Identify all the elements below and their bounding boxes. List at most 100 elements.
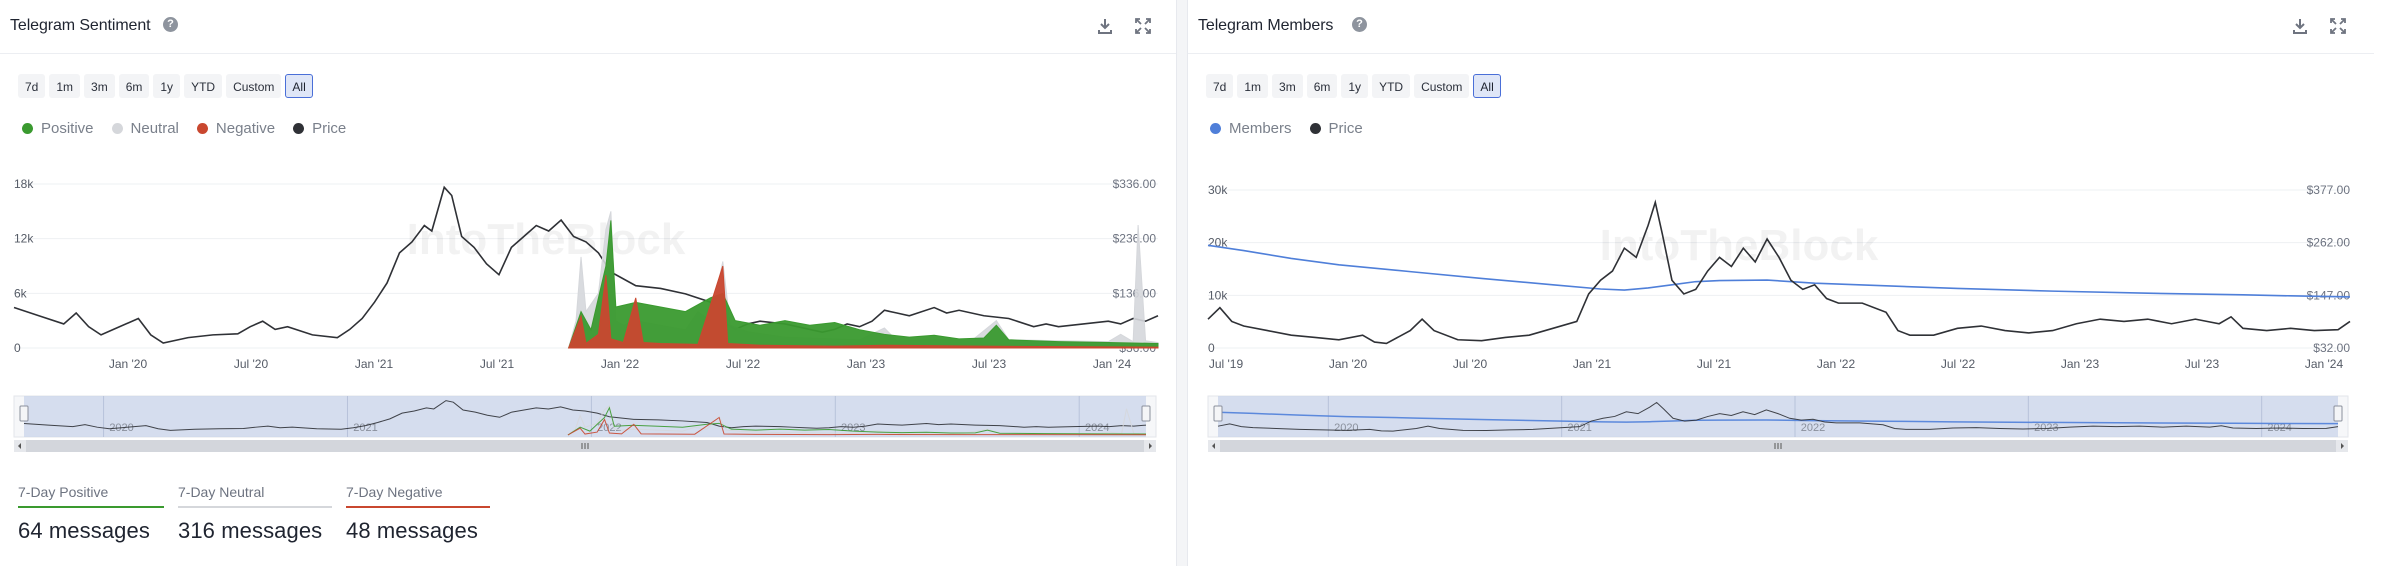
range-button-3m[interactable]: 3m [1272, 74, 1303, 98]
navigator-left-handle[interactable] [19, 405, 29, 422]
legend-dot [1309, 123, 1321, 134]
navigator-tick-label: 2021 [1567, 422, 1591, 434]
legend-dot [22, 123, 33, 134]
panel-header: Telegram Members ? [1188, 0, 2374, 54]
range-button-custom[interactable]: Custom [1414, 74, 1470, 98]
navigator-selection[interactable] [24, 396, 1146, 437]
x-tick-label: Jul '22 [726, 357, 761, 371]
x-tick-label: Jan '20 [109, 357, 148, 371]
range-button-6m[interactable]: 6m [118, 74, 150, 98]
watermark-text: IntoTheBlock [407, 215, 686, 264]
y-right-tick-label: $236.00 [1113, 232, 1157, 246]
y-left-tick-label: 10k [1208, 288, 1228, 302]
range-button-1y[interactable]: 1y [153, 74, 181, 98]
x-tick-label: Jul '23 [972, 357, 1007, 371]
stat-7-day-positive: 7-Day Positive 64 messages [18, 484, 164, 544]
range-button-6m[interactable]: 6m [1306, 74, 1338, 98]
legend-item-neutral[interactable]: Neutral [111, 120, 179, 137]
x-tick-label: Jan '23 [847, 357, 886, 371]
stat-value: 316 messages [178, 518, 323, 543]
x-tick-label: Jul '20 [234, 357, 269, 371]
navigator-tick-label: 2023 [2034, 422, 2058, 434]
y-right-tick-label: $136.00 [1113, 286, 1157, 300]
range-button-7d[interactable]: 7d [1206, 74, 1234, 98]
series-members-line[interactable] [1207, 244, 2351, 298]
navigator-tick-label: 2022 [1801, 422, 1825, 434]
scroll-left-arrow-icon[interactable] [18, 443, 21, 449]
navigator-tick-label: 2024 [1085, 422, 1109, 434]
series-price-line[interactable] [1207, 199, 2351, 345]
legend-label: Negative [215, 120, 276, 137]
x-tick-label: Jan '21 [355, 357, 394, 371]
range-button-custom[interactable]: Custom [226, 74, 282, 98]
chart-legend: Positive Neutral Negative Price [22, 120, 346, 137]
scroll-right-arrow-icon[interactable] [1149, 443, 1152, 449]
stat-label: 7-Day Negative [346, 484, 490, 508]
scroll-left-arrow-icon[interactable] [1212, 443, 1215, 449]
expand-icon[interactable] [2328, 16, 2348, 36]
y-right-tick-label: $32.00 [2313, 341, 2350, 355]
expand-icon[interactable] [1133, 16, 1153, 36]
series-price-line[interactable] [13, 185, 1159, 344]
telegram-sentiment-panel: Telegram Sentiment ? 7d 1m 3m 6m 1y YTD Custom… [0, 0, 1176, 566]
x-tick-label: Jul '21 [1697, 357, 1732, 371]
range-selector: 7d 1m 3m 6m 1y YTD Custom All [1206, 74, 1501, 98]
stat-value: 48 messages [346, 518, 478, 543]
x-tick-label: Jan '20 [1329, 357, 1368, 371]
y-left-tick-label: 0 [1208, 341, 1215, 355]
x-tick-label: Jan '22 [1817, 357, 1856, 371]
members-chart[interactable]: 010k20k30k$32.00$147.00$262.00$377.00Int… [1188, 165, 2374, 455]
y-left-tick-label: 0 [14, 341, 21, 355]
y-left-tick-label: 30k [1208, 183, 1228, 197]
sentiment-chart[interactable]: 06k12k18k$36.00$136.00$236.00$336.00Into… [0, 165, 1176, 455]
legend-label: Price [312, 120, 347, 137]
range-button-7d[interactable]: 7d [18, 74, 46, 98]
download-icon[interactable] [2290, 16, 2310, 36]
x-tick-label: Jan '24 [1093, 357, 1132, 371]
navigator-right-handle[interactable] [2333, 405, 2343, 422]
question-circle-icon[interactable]: ? [1352, 17, 1367, 32]
question-circle-icon[interactable]: ? [163, 17, 178, 32]
legend-item-negative[interactable]: Negative [196, 120, 276, 137]
legend-label: Positive [41, 120, 94, 137]
x-tick-label: Jan '22 [601, 357, 640, 371]
stat-value: 64 messages [18, 518, 150, 543]
range-selector: 7d 1m 3m 6m 1y YTD Custom All [18, 74, 313, 98]
range-button-1y[interactable]: 1y [1341, 74, 1369, 98]
legend-dot [111, 123, 123, 134]
legend-item-members[interactable]: Members [1210, 120, 1292, 137]
legend-label: Price [1328, 120, 1363, 137]
chart-legend: Members Price [1210, 120, 1363, 137]
navigator-right-handle[interactable] [1141, 405, 1151, 422]
panel-title: Telegram Members [1198, 17, 1334, 34]
legend-label: Members [1229, 120, 1292, 137]
legend-dot [1210, 123, 1221, 134]
y-left-tick-label: 18k [14, 177, 34, 191]
range-button-1m[interactable]: 1m [1237, 74, 1269, 98]
range-button-ytd[interactable]: YTD [1372, 74, 1411, 98]
navigator-left-handle[interactable] [1213, 405, 1223, 422]
scroll-right-arrow-icon[interactable] [2341, 443, 2344, 449]
range-button-all[interactable]: All [1473, 74, 1501, 98]
download-icon[interactable] [1095, 16, 1115, 36]
x-tick-label: Jan '23 [2061, 357, 2100, 371]
range-button-ytd[interactable]: YTD [184, 74, 223, 98]
panel-title: Telegram Sentiment [10, 17, 151, 34]
legend-item-price[interactable]: Price [1309, 120, 1363, 137]
series-negative-area[interactable] [567, 265, 1159, 349]
stat-7-day-negative: 7-Day Negative 48 messages [346, 484, 490, 544]
navigator-tick-label: 2020 [1334, 422, 1358, 434]
legend-item-price[interactable]: Price [293, 120, 346, 137]
y-right-tick-label: $377.00 [2307, 183, 2351, 197]
range-button-all[interactable]: All [285, 74, 313, 98]
x-tick-label: Jul '19 [1209, 357, 1244, 371]
watermark-text: IntoTheBlock [1600, 221, 1879, 270]
stats-row: 7-Day Positive 64 messages 7-Day Neutral 31… [18, 484, 490, 544]
range-button-3m[interactable]: 3m [84, 74, 115, 98]
legend-label: Neutral [130, 120, 179, 137]
panel-divider [1176, 0, 1188, 566]
range-button-1m[interactable]: 1m [49, 74, 81, 98]
x-tick-label: Jul '20 [1453, 357, 1488, 371]
x-tick-label: Jan '21 [1573, 357, 1612, 371]
legend-item-positive[interactable]: Positive [22, 120, 94, 137]
